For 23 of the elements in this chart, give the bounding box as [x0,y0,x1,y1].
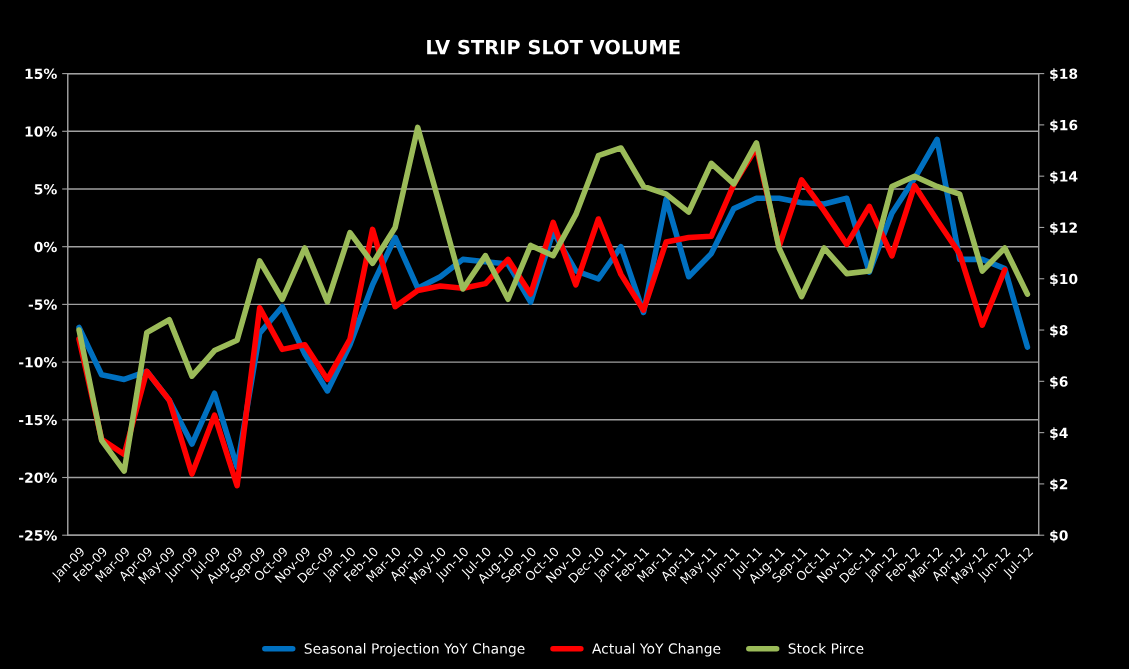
legend-label: Seasonal Projection YoY Change [304,643,525,657]
y-tick-label: 0% [34,241,57,253]
y2-tick-label: $12 [1050,222,1077,235]
y2-tick-label: $18 [1050,68,1078,81]
y2-tick-label: $4 [1050,427,1068,440]
y-tick-label: 10% [25,126,57,137]
y2-tick-label: $6 [1050,376,1068,389]
y2-tick-label: $2 [1050,478,1068,492]
y-tick-label: -20% [19,472,57,483]
y2-tick-label: $14 [1050,170,1078,184]
y-tick-label: 15% [25,68,57,80]
y-tick-label: 5% [34,183,57,195]
y2-tick-label: $10 [1050,273,1078,287]
chart-title: LV STRIP SLOT VOLUME [427,39,680,55]
y2-tick-label: $0 [1050,529,1068,543]
y-tick-label: -25% [19,530,57,541]
y2-tick-label: $8 [1050,324,1068,338]
y-tick-label: -15% [19,414,57,426]
y-tick-label: -10% [19,357,57,368]
y-tick-label: -5% [28,299,57,310]
legend-label: Stock Pirce [788,643,864,654]
legend-label: Actual YoY Change [592,643,721,657]
y2-tick-label: $16 [1050,119,1078,133]
